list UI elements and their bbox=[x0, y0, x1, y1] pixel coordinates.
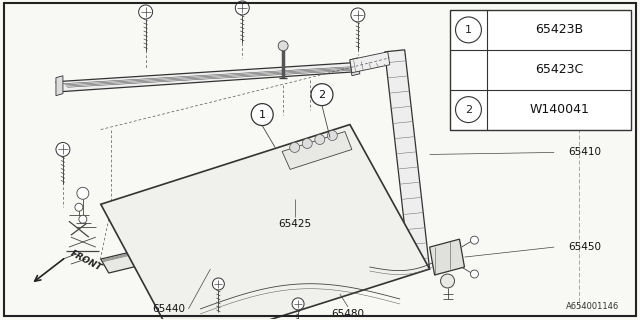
Polygon shape bbox=[449, 10, 631, 130]
Circle shape bbox=[456, 97, 481, 123]
Circle shape bbox=[212, 278, 225, 290]
Circle shape bbox=[456, 17, 481, 43]
Circle shape bbox=[79, 215, 87, 223]
Polygon shape bbox=[350, 52, 390, 73]
Text: 2: 2 bbox=[319, 90, 326, 100]
Text: 1: 1 bbox=[259, 109, 266, 120]
Circle shape bbox=[440, 274, 454, 288]
Circle shape bbox=[328, 131, 337, 140]
Circle shape bbox=[315, 134, 324, 144]
Polygon shape bbox=[56, 63, 356, 92]
Circle shape bbox=[290, 142, 300, 152]
Text: 65425: 65425 bbox=[278, 219, 312, 229]
Circle shape bbox=[292, 298, 304, 310]
Circle shape bbox=[252, 104, 273, 125]
Text: 1: 1 bbox=[465, 25, 472, 35]
Circle shape bbox=[311, 84, 333, 106]
Polygon shape bbox=[429, 239, 465, 275]
Circle shape bbox=[236, 1, 249, 15]
Text: 2: 2 bbox=[465, 105, 472, 115]
Text: 65480: 65480 bbox=[332, 309, 364, 319]
Circle shape bbox=[77, 187, 89, 199]
Text: 65450: 65450 bbox=[568, 242, 601, 252]
Polygon shape bbox=[100, 214, 298, 273]
Text: 65440: 65440 bbox=[152, 304, 185, 314]
Polygon shape bbox=[100, 124, 429, 320]
Circle shape bbox=[302, 139, 312, 148]
Circle shape bbox=[75, 203, 83, 211]
Circle shape bbox=[139, 5, 152, 19]
Polygon shape bbox=[350, 58, 360, 76]
Circle shape bbox=[278, 41, 288, 51]
Circle shape bbox=[56, 142, 70, 156]
Polygon shape bbox=[385, 50, 429, 271]
Text: A654001146: A654001146 bbox=[566, 302, 619, 311]
Text: 65423B: 65423B bbox=[535, 23, 583, 36]
Text: 65423C: 65423C bbox=[535, 63, 583, 76]
Polygon shape bbox=[282, 132, 352, 169]
Text: FRONT: FRONT bbox=[69, 249, 104, 273]
Text: W140041: W140041 bbox=[529, 103, 589, 116]
Circle shape bbox=[470, 236, 479, 244]
Circle shape bbox=[351, 8, 365, 22]
Polygon shape bbox=[56, 76, 63, 96]
Polygon shape bbox=[141, 143, 404, 320]
Text: 65410: 65410 bbox=[568, 148, 601, 157]
Circle shape bbox=[470, 270, 479, 278]
